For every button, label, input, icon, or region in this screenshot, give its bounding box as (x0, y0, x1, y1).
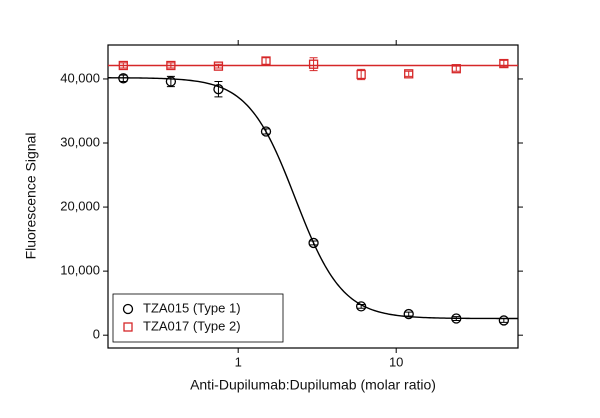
legend-box (112, 293, 284, 343)
legend-label: TZA015 (Type 1) (143, 300, 241, 315)
point (166, 60, 176, 71)
y-tick-label: 30,000 (60, 134, 100, 149)
error-bar (404, 311, 413, 317)
error-bar (166, 62, 175, 69)
error-bar (214, 63, 223, 69)
y-tick-label: 10,000 (60, 263, 100, 278)
plot-frame (107, 44, 519, 349)
point (403, 308, 414, 320)
error-bar (499, 318, 508, 323)
x-tick-label: 1 (235, 354, 242, 369)
point (165, 76, 177, 87)
error-bar (262, 57, 271, 65)
point (451, 64, 461, 74)
point (499, 58, 509, 69)
point (451, 313, 462, 324)
error-bar (452, 65, 461, 72)
error-bar (404, 70, 413, 77)
y-tick-label: 40,000 (60, 70, 100, 85)
point (356, 69, 366, 80)
y-axis-label: Fluorescence Signal (23, 133, 39, 260)
y-tick-label: 20,000 (60, 199, 100, 214)
error-bar (309, 240, 318, 246)
legend-marker (122, 303, 134, 315)
point (118, 60, 128, 71)
x-axis-label: Anti-Dupilumab:Dupilumab (molar ratio) (190, 377, 436, 393)
error-bar (357, 303, 366, 309)
point (308, 59, 319, 69)
point (213, 61, 224, 71)
y-tick-label: 0 (93, 327, 100, 342)
point (355, 301, 367, 312)
error-bar (214, 81, 223, 98)
point (498, 315, 509, 326)
error-bar (262, 128, 271, 135)
point (260, 126, 272, 137)
point (213, 84, 224, 95)
error-bar (499, 59, 508, 68)
legend-label: TZA017 (Type 2) (143, 318, 241, 333)
point (118, 73, 129, 84)
error-bar (452, 316, 461, 321)
x-tick-label: 10 (389, 354, 403, 369)
legend-marker (123, 322, 133, 332)
point (404, 69, 414, 79)
point (261, 56, 271, 66)
point (308, 237, 319, 249)
error-bar (119, 62, 128, 69)
fit-curve (107, 77, 518, 320)
